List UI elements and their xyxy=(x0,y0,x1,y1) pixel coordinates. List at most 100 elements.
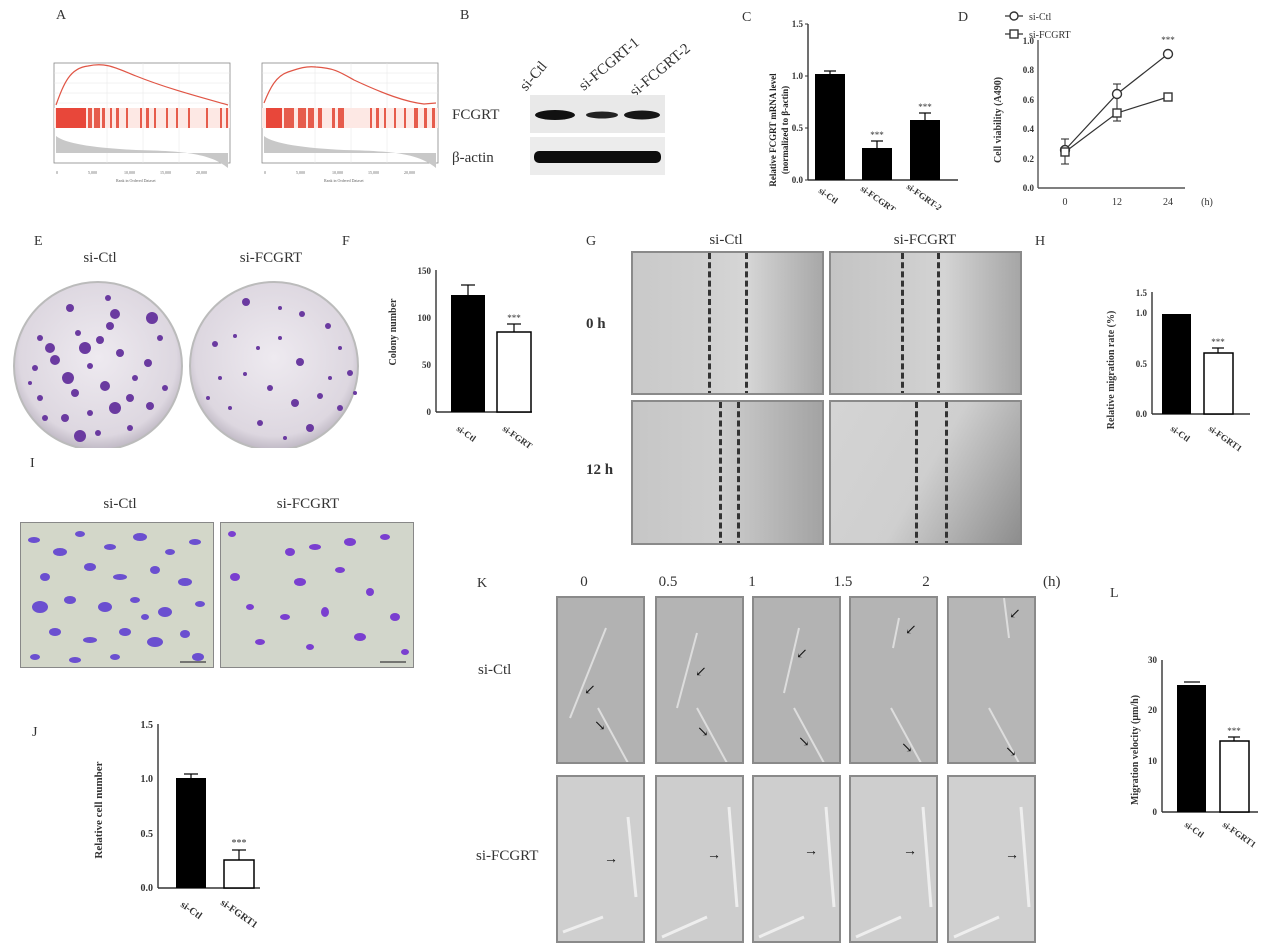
svg-text:10: 10 xyxy=(1148,756,1158,766)
wound-image-ctl-0h xyxy=(631,251,824,395)
svg-text:20,000: 20,000 xyxy=(404,170,415,176)
svg-text:100: 100 xyxy=(418,313,432,323)
panel-label-k: K xyxy=(477,576,488,591)
chart-h-migration-rate: Relative migration rate (%) 0.0 0.5 1.0 1.5… xyxy=(1106,288,1250,454)
chart-d-viability: si-Ctl si-FCGRT Cell viability (A490) 0.… xyxy=(993,11,1213,208)
svg-text:↘: ↘ xyxy=(594,719,606,734)
svg-text:0.4: 0.4 xyxy=(1023,124,1035,134)
gsea-plot-left: 0 5,000 10,000 15,000 20,000 Rank in Ordered… xyxy=(53,62,231,183)
chart-l-velocity: Migration velocity (μm/h) 0 10 20 30 *** si… xyxy=(1130,655,1258,850)
svg-text:Relative FCGRT mRNA level: Relative FCGRT mRNA level xyxy=(768,73,778,187)
svg-text:0: 0 xyxy=(264,170,266,175)
plate-title: si-Ctl xyxy=(83,250,117,266)
transwell-image-ctl xyxy=(20,522,214,668)
svg-text:50: 50 xyxy=(422,360,432,370)
svg-text:↘: ↘ xyxy=(798,735,810,750)
svg-text:0.5: 0.5 xyxy=(792,123,804,133)
svg-text:1.5: 1.5 xyxy=(792,19,804,29)
timelapse-unit: (h) xyxy=(1043,574,1061,590)
timelapse-time: 1.5 xyxy=(833,574,853,590)
svg-text:si-Ctl: si-Ctl xyxy=(817,185,840,206)
wound-column-title: si-FCGRT xyxy=(893,232,957,248)
svg-text:(normalized to β-actin): (normalized to β-actin) xyxy=(780,86,790,174)
svg-text:si-FCGRT: si-FCGRT xyxy=(1029,30,1071,41)
svg-text:↘: ↘ xyxy=(1005,745,1017,760)
timelapse-ctl-0.5: ↙ ↘ xyxy=(655,596,744,764)
svg-text:10,000: 10,000 xyxy=(124,170,135,176)
wound-image-ctl-12h xyxy=(631,400,824,545)
wound-column-title: si-Ctl xyxy=(709,232,743,248)
svg-text:0: 0 xyxy=(427,407,432,417)
svg-text:si-FGRT1: si-FGRT1 xyxy=(218,897,259,930)
svg-text:0.0: 0.0 xyxy=(141,883,154,894)
timelapse-fcgrt-1: → xyxy=(752,775,841,943)
svg-text:***: *** xyxy=(1161,35,1175,45)
timelapse-fcgrt-1.5: → xyxy=(849,775,938,943)
svg-text:si-FGRT1: si-FGRT1 xyxy=(1221,819,1258,849)
svg-text:0.5: 0.5 xyxy=(1136,359,1148,369)
svg-text:↘: ↘ xyxy=(697,725,709,740)
svg-text:0.8: 0.8 xyxy=(1023,65,1035,75)
timelapse-ctl-1: ↙ ↘ xyxy=(752,596,841,764)
blot-lane-label: si-Ctl xyxy=(516,58,551,95)
gsea-plot-right: 0 5,000 10,000 15,000 20,000 Rank in Ordered… xyxy=(261,62,439,183)
svg-text:→: → xyxy=(707,848,721,863)
svg-text:0: 0 xyxy=(1153,807,1158,817)
svg-text:↘: ↘ xyxy=(901,741,913,756)
svg-text:150: 150 xyxy=(418,266,432,276)
panel-label-a: A xyxy=(56,8,67,23)
svg-text:↙: ↙ xyxy=(796,647,808,662)
panel-label-f: F xyxy=(342,234,350,249)
colony-plates-image xyxy=(13,281,359,448)
svg-text:20: 20 xyxy=(1148,705,1158,715)
svg-text:si-FGRT-2: si-FGRT-2 xyxy=(905,181,944,210)
svg-text:Rank in Ordered Dataset: Rank in Ordered Dataset xyxy=(324,178,365,183)
svg-text:30: 30 xyxy=(1148,655,1158,665)
timelapse-time: 2 xyxy=(922,574,930,590)
svg-text:1.0: 1.0 xyxy=(792,71,804,81)
timelapse-time: 0.5 xyxy=(658,574,678,590)
chart-f-colony: Colony number 0 50 100 150 *** si-Ctl si-FGR… xyxy=(388,266,534,450)
transwell-image-fcgrt xyxy=(220,522,414,668)
panel-label-j: J xyxy=(32,725,38,740)
svg-text:→: → xyxy=(804,844,818,859)
svg-text:24: 24 xyxy=(1163,197,1173,208)
timelapse-fcgrt-2: → xyxy=(947,775,1036,943)
timelapse-fcgrt-0: → xyxy=(556,775,645,943)
svg-text:5,000: 5,000 xyxy=(88,170,97,176)
svg-text:0.2: 0.2 xyxy=(1023,154,1035,164)
timelapse-row-label: si-FCGRT xyxy=(476,848,539,864)
svg-text:Relative migration rate (%): Relative migration rate (%) xyxy=(1106,311,1117,430)
svg-text:15,000: 15,000 xyxy=(160,170,171,176)
blot-row-label: β-actin xyxy=(452,150,494,166)
svg-text:15,000: 15,000 xyxy=(368,170,379,176)
svg-text:si-FGRT: si-FGRT xyxy=(501,423,534,450)
svg-text:Cell viability (A490): Cell viability (A490) xyxy=(993,77,1004,163)
svg-text:***: *** xyxy=(870,130,884,140)
svg-text:***: *** xyxy=(918,102,932,112)
svg-text:(h): (h) xyxy=(1201,197,1213,208)
western-blot-image xyxy=(530,95,665,175)
chart-c-mrna: Relative FCGRT mRNA level (normalized to… xyxy=(768,19,958,210)
panel-label-l: L xyxy=(1110,586,1119,601)
panel-label-d: D xyxy=(958,10,969,25)
svg-text:1.5: 1.5 xyxy=(1136,288,1148,298)
svg-text:↙: ↙ xyxy=(1009,607,1021,622)
plate-title: si-FCGRT xyxy=(239,250,303,266)
wound-image-fcgrt-12h xyxy=(829,400,1022,545)
svg-text:si-Ctl: si-Ctl xyxy=(1029,12,1051,23)
blot-row-label: FCGRT xyxy=(452,107,500,123)
svg-text:si-Ctl: si-Ctl xyxy=(178,899,204,922)
panel-label-c: C xyxy=(742,10,752,25)
svg-text:0.0: 0.0 xyxy=(1023,183,1035,193)
transwell-title: si-FCGRT xyxy=(276,496,340,512)
svg-text:0.0: 0.0 xyxy=(792,175,804,185)
svg-text:↙: ↙ xyxy=(584,683,596,698)
svg-text:↙: ↙ xyxy=(695,665,707,680)
wound-image-fcgrt-0h xyxy=(829,251,1022,395)
svg-text:→: → xyxy=(1005,848,1019,863)
svg-text:→: → xyxy=(604,852,618,867)
svg-text:5,000: 5,000 xyxy=(296,170,305,176)
timelapse-row-label: si-Ctl xyxy=(478,662,512,678)
wound-row-label: 12 h xyxy=(586,462,614,478)
